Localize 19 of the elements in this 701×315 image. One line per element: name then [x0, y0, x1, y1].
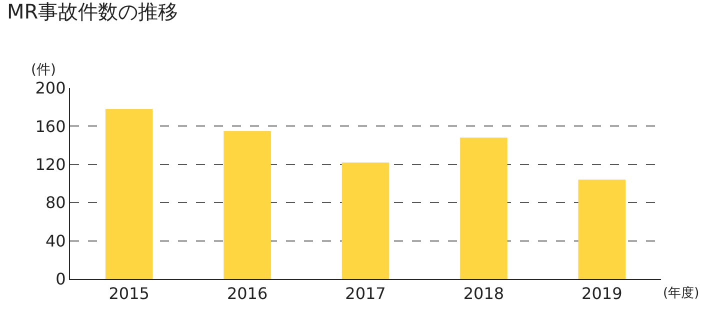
y-tick-label: 120	[35, 155, 66, 174]
bar	[342, 162, 390, 279]
y-tick-label: 0	[56, 270, 66, 289]
x-tick-label: 2018	[463, 284, 504, 304]
x-tick-label: 2015	[108, 284, 150, 304]
bar	[105, 109, 153, 279]
bar	[460, 138, 508, 279]
chart-title: MR事故件数の推移	[7, 0, 178, 24]
x-axis-title: (年度)	[663, 285, 700, 301]
y-tick-label: 80	[45, 193, 66, 212]
y-axis-title: (件)	[31, 62, 56, 78]
bar	[578, 180, 626, 279]
x-tick-label: 2019	[582, 284, 622, 304]
x-tick-label: 2016	[226, 284, 268, 304]
y-tick-label: 200	[35, 78, 66, 98]
y-tick-label: 40	[45, 231, 66, 250]
y-tick-label: 160	[35, 116, 66, 136]
x-tick-label: 2017	[345, 284, 386, 304]
bar	[224, 130, 271, 279]
